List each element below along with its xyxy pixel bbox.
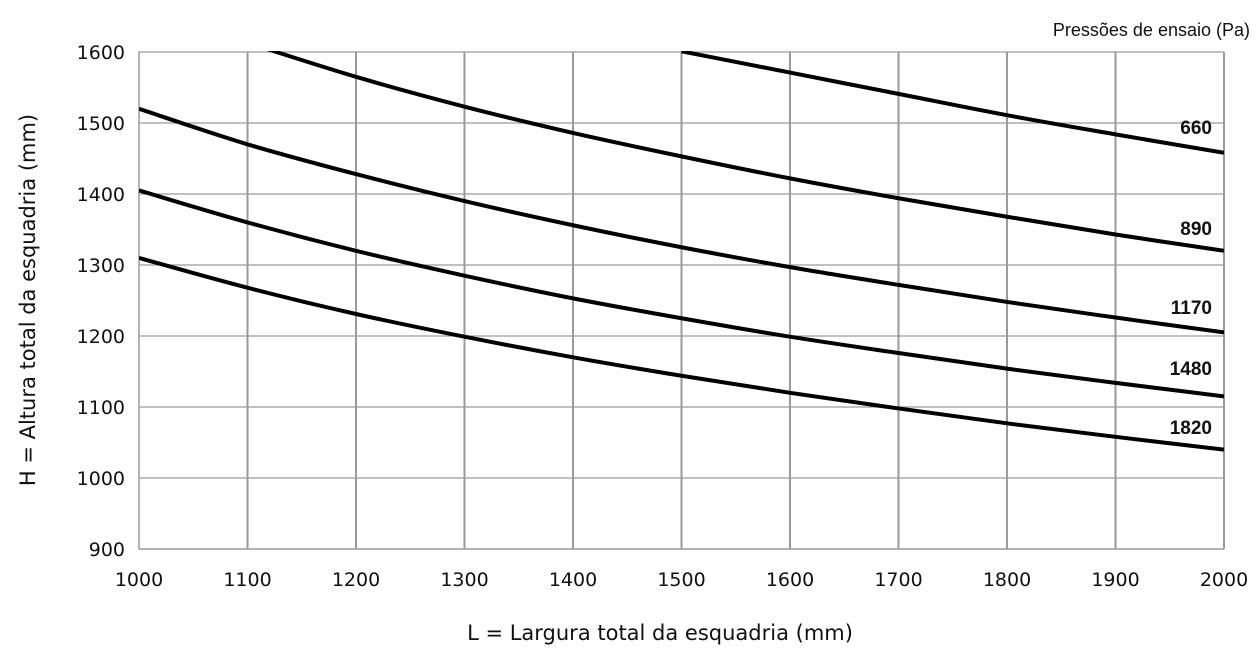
x-tick-label: 1300 — [440, 569, 488, 591]
curves — [139, 51, 1224, 452]
series-label: 660 — [1180, 118, 1212, 139]
x-tick-label: 1100 — [223, 569, 271, 591]
y-tick-label: 1000 — [77, 468, 125, 490]
y-tick-label: 1200 — [77, 326, 125, 348]
x-tick-label: 1400 — [549, 569, 597, 591]
series-label: 1170 — [1171, 298, 1212, 319]
x-tick-labels: 1000 1100 1200 1300 1400 1500 1600 1700 1800 1900… — [115, 569, 1248, 591]
y-tick-label: 1400 — [77, 184, 125, 206]
x-tick-label: 1000 — [115, 569, 163, 591]
x-tick-label: 1700 — [874, 569, 922, 591]
y-tick-labels: 900 1000 1100 1200 1300 1400 1500 1600 — [77, 42, 125, 561]
x-tick-label: 2000 — [1200, 569, 1248, 591]
series-label: 1480 — [1170, 359, 1212, 380]
axes — [138, 52, 1224, 550]
series-label: 890 — [1180, 219, 1212, 240]
curve-labels: 660 890 1170 1480 1820 — [1170, 118, 1212, 439]
y-tick-label: 1600 — [77, 42, 125, 64]
series-line-1820 — [681, 51, 1224, 155]
x-tick-label: 1800 — [983, 569, 1031, 591]
y-tick-label: 900 — [89, 539, 125, 561]
y-tick-label: 1100 — [77, 397, 125, 419]
y-tick-label: 1500 — [77, 113, 125, 135]
series-line-1170 — [139, 188, 1224, 399]
y-tick-label: 1300 — [77, 255, 125, 277]
series-line-660 — [266, 51, 1224, 253]
series-label: 1820 — [1170, 418, 1212, 439]
x-tick-label: 1500 — [657, 569, 705, 591]
series-line-1480 — [139, 255, 1224, 452]
y-axis-title: H = Altura total da esquadria (mm) — [16, 114, 40, 486]
series-line-890 — [139, 106, 1224, 335]
legend-title: Pressões de ensaio (Pa) — [1053, 20, 1250, 40]
x-tick-label: 1900 — [1091, 569, 1139, 591]
x-tick-label: 1600 — [766, 569, 814, 591]
x-tick-label: 1200 — [332, 569, 380, 591]
x-axis-title: L = Largura total da esquadria (mm) — [467, 621, 853, 645]
